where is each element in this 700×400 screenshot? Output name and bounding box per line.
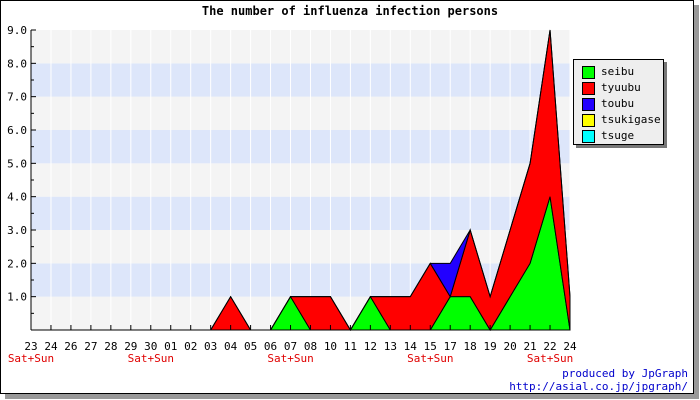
legend: seibu tyuubu toubu tsukigase tsuge xyxy=(573,59,664,145)
x-tick-label: 07 xyxy=(284,340,297,353)
grid-band xyxy=(31,163,570,197)
grid-band xyxy=(31,130,570,164)
y-tick-label: 7.0 xyxy=(7,91,27,104)
legend-item: seibu xyxy=(582,65,634,79)
x-tick-label: 05 xyxy=(244,340,257,353)
legend-label: tsukigase xyxy=(601,113,661,126)
grid-band xyxy=(31,230,570,264)
y-tick-label: 6.0 xyxy=(7,124,27,137)
x-tick-label: 14 xyxy=(404,340,418,353)
x-tick-label: 10 xyxy=(324,340,337,353)
x-tick-label: 03 xyxy=(204,340,217,353)
x-tick-label: 22 xyxy=(543,340,556,353)
y-tick-label: 3.0 xyxy=(7,224,27,237)
x-tick-label: 21 xyxy=(523,340,536,353)
weekend-label: Sat+Sun xyxy=(128,352,174,365)
plot-background xyxy=(30,30,571,330)
credit-url-link[interactable]: http://asial.co.jp/jpgraph/ xyxy=(509,380,688,393)
legend-label: tyuubu xyxy=(601,81,641,94)
x-tick-label: 24 xyxy=(44,340,58,353)
legend-swatch-tsukigase xyxy=(582,113,595,127)
grid-band xyxy=(31,96,570,130)
legend-swatch-seibu xyxy=(582,65,595,79)
y-tick-label: 8.0 xyxy=(7,57,27,70)
x-tick-label: 19 xyxy=(484,340,497,353)
x-tick-label: 24 xyxy=(563,340,577,353)
x-tick-label: 01 xyxy=(164,340,177,353)
weekend-label: Sat+Sun xyxy=(407,352,453,365)
x-tick-label: 04 xyxy=(224,340,238,353)
x-tick-label: 08 xyxy=(304,340,317,353)
credit-produced-by: produced by JpGraph xyxy=(562,367,688,380)
x-tick-label: 02 xyxy=(184,340,197,353)
x-tick-label: 27 xyxy=(84,340,97,353)
y-tick-label: 1.0 xyxy=(7,291,27,304)
weekend-label: Sat+Sun xyxy=(527,352,573,365)
grid-band xyxy=(31,63,570,97)
y-axis-ticks: 1.0 2.0 3.0 4.0 5.0 6.0 7.0 8.0 9.0 xyxy=(7,24,36,314)
y-tick-label: 4.0 xyxy=(7,191,27,204)
x-tick-label: 17 xyxy=(444,340,457,353)
x-tick-label: 13 xyxy=(384,340,397,353)
legend-label: tsuge xyxy=(601,129,635,142)
x-axis-ticks: 23 24 26 27 28 29 30 01 02 03 04 05 06 07 08 10 11 12 13 14… xyxy=(8,325,577,365)
legend-item: toubu xyxy=(582,97,634,111)
weekend-label: Sat+Sun xyxy=(267,352,313,365)
x-tick-label: 30 xyxy=(144,340,157,353)
legend-label: seibu xyxy=(601,65,635,78)
grid-band xyxy=(31,196,570,230)
legend-swatch-toubu xyxy=(582,97,595,111)
x-tick-label: 11 xyxy=(344,340,357,353)
x-tick-label: 06 xyxy=(264,340,277,353)
x-tick-label: 28 xyxy=(104,340,117,353)
x-tick-label: 23 xyxy=(24,340,37,353)
y-tick-label: 5.0 xyxy=(7,157,27,170)
y-tick-label: 9.0 xyxy=(7,24,27,37)
legend-item: tyuubu xyxy=(582,81,641,95)
legend-item: tsuge xyxy=(582,129,634,143)
grid-band xyxy=(31,30,570,64)
y-tick-label: 2.0 xyxy=(7,257,27,270)
x-tick-label: 12 xyxy=(364,340,377,353)
x-tick-label: 20 xyxy=(503,340,516,353)
x-tick-label: 29 xyxy=(124,340,137,353)
legend-swatch-tyuubu xyxy=(582,81,595,95)
legend-swatch-tsuge xyxy=(582,129,595,143)
x-tick-label: 26 xyxy=(64,340,77,353)
legend-label: toubu xyxy=(601,97,635,110)
weekend-label: Sat+Sun xyxy=(8,352,54,365)
x-tick-label: 15 xyxy=(424,340,437,353)
x-tick-label: 18 xyxy=(464,340,477,353)
chart-title: The number of influenza infection person… xyxy=(201,4,499,18)
legend-item: tsukigase xyxy=(582,113,661,127)
